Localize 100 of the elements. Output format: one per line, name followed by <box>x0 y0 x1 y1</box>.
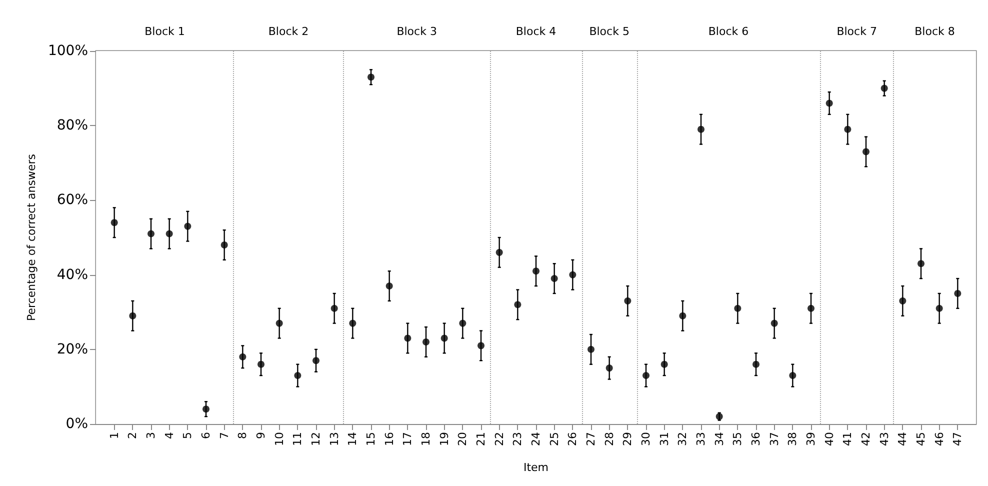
x-tick-label: 26 <box>566 432 580 446</box>
point <box>514 301 522 308</box>
x-tick-label: 15 <box>364 432 378 446</box>
point <box>550 275 558 282</box>
x-tick-label: 11 <box>291 432 304 446</box>
point <box>239 353 246 360</box>
x-tick-label: 44 <box>896 432 910 446</box>
x-tick-label: 16 <box>382 432 396 446</box>
point <box>606 364 613 372</box>
x-tick-label: 10 <box>272 432 286 446</box>
x-tick-label: 6 <box>200 432 212 439</box>
y-tick-label: 20% <box>56 341 88 358</box>
point <box>110 219 118 226</box>
point <box>532 268 540 275</box>
band-label: Block 1 <box>144 25 185 38</box>
point <box>844 126 852 133</box>
band-label: Block 7 <box>836 25 877 38</box>
x-tick-label: 46 <box>932 432 946 446</box>
point <box>588 346 594 353</box>
y-tick-label: 80% <box>56 118 88 134</box>
x-tick-label: 2 <box>126 432 140 439</box>
x-tick-label: 1 <box>108 432 121 439</box>
point <box>166 230 173 238</box>
x-tick-label: 38 <box>786 432 800 446</box>
x-tick-label: 28 <box>602 432 616 446</box>
x-tick-label: 21 <box>474 432 488 446</box>
band-label: Block 6 <box>708 25 749 38</box>
x-tick-label: 27 <box>584 432 598 446</box>
point <box>478 342 484 350</box>
x-tick-label: 34 <box>712 432 726 446</box>
point <box>808 304 814 312</box>
point <box>312 357 320 364</box>
x-tick-label: 8 <box>236 432 250 439</box>
x-tick-label: 20 <box>456 432 470 446</box>
y-tick-label: 100% <box>48 43 88 59</box>
x-tick-label: 29 <box>621 432 634 446</box>
point <box>918 260 924 268</box>
band-label: Block 2 <box>268 25 309 38</box>
point <box>276 320 283 327</box>
point <box>642 372 650 380</box>
point <box>679 312 686 320</box>
x-tick-label: 45 <box>914 432 928 446</box>
x-axis-title: Item <box>523 461 549 474</box>
x-tick-label: 32 <box>676 432 690 446</box>
point <box>569 271 576 278</box>
x-tick-label: 24 <box>530 432 542 446</box>
x-tick-label: 3 <box>144 432 158 439</box>
x-tick-label: 36 <box>750 432 762 446</box>
point <box>368 74 374 81</box>
x-tick-label: 37 <box>768 432 781 446</box>
band-label: Block 5 <box>589 25 630 38</box>
point <box>349 320 356 327</box>
point <box>770 320 778 327</box>
point <box>752 360 760 368</box>
point <box>660 360 668 368</box>
point <box>294 372 302 380</box>
point <box>404 334 412 342</box>
point <box>440 334 448 342</box>
point <box>184 222 192 230</box>
x-tick-label: 18 <box>420 432 432 446</box>
point <box>220 241 228 248</box>
x-tick-label: 30 <box>640 432 652 446</box>
x-tick-label: 12 <box>310 432 322 446</box>
x-tick-label: 4 <box>162 432 176 439</box>
point <box>386 282 393 290</box>
point <box>734 304 742 312</box>
band-label: Block 4 <box>516 25 556 38</box>
point <box>422 338 430 346</box>
x-tick-label: 39 <box>804 432 818 446</box>
point <box>148 230 154 238</box>
y-axis-title: Percentage of correct answers <box>25 154 38 321</box>
point <box>880 84 888 92</box>
x-tick-label: 7 <box>218 432 231 439</box>
x-tick-label: 19 <box>438 432 451 446</box>
point <box>129 312 136 320</box>
x-tick-label: 14 <box>346 432 360 446</box>
x-tick-label: 43 <box>878 432 891 446</box>
x-tick-label: 23 <box>511 432 524 446</box>
x-tick-label: 42 <box>860 432 872 446</box>
point <box>862 148 870 156</box>
x-tick-label: 22 <box>492 432 506 446</box>
point <box>954 290 962 297</box>
y-tick-label: 60% <box>56 192 88 208</box>
point <box>496 248 503 256</box>
point <box>899 297 906 304</box>
x-tick-label: 13 <box>328 432 341 446</box>
x-tick-label: 5 <box>181 432 194 439</box>
x-tick-label: 33 <box>694 432 708 446</box>
x-tick-label: 35 <box>731 432 744 446</box>
point <box>624 297 632 304</box>
x-tick-label: 41 <box>841 432 854 446</box>
band-label: Block 3 <box>396 25 437 38</box>
point <box>202 406 210 413</box>
x-tick-label: 47 <box>951 432 964 446</box>
y-tick-label: 0% <box>66 416 88 432</box>
point <box>698 126 704 133</box>
x-tick-label: 17 <box>401 432 414 446</box>
x-tick-label: 40 <box>822 432 836 446</box>
point <box>936 304 943 312</box>
x-tick-label: 25 <box>548 432 561 446</box>
